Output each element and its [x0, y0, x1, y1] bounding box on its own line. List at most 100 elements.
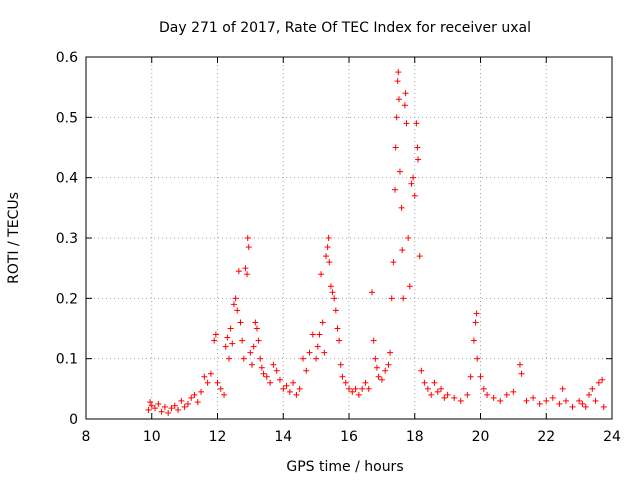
- data-point: [234, 307, 241, 314]
- data-point: [536, 400, 543, 407]
- data-point: [270, 361, 277, 368]
- data-point: [403, 120, 410, 127]
- data-point: [324, 244, 331, 251]
- data-point: [145, 406, 152, 413]
- data-point: [472, 319, 479, 326]
- data-point: [441, 394, 448, 401]
- data-point: [390, 259, 397, 266]
- data-point: [375, 373, 382, 380]
- data-point: [444, 391, 451, 398]
- data-point: [382, 367, 389, 374]
- y-tick-label: 0: [69, 412, 78, 428]
- data-point: [398, 204, 405, 211]
- x-tick-label: 18: [406, 429, 424, 445]
- data-point: [161, 403, 168, 410]
- data-point: [421, 379, 428, 386]
- data-point: [147, 399, 154, 406]
- data-point: [314, 343, 321, 350]
- data-point: [451, 394, 458, 401]
- data-point: [474, 355, 481, 362]
- data-point: [152, 405, 159, 412]
- data-point: [283, 382, 290, 389]
- data-point: [336, 337, 343, 344]
- x-tick-label: 20: [472, 429, 490, 445]
- data-point: [201, 373, 208, 380]
- data-point: [227, 325, 234, 332]
- data-point: [400, 295, 407, 302]
- data-point: [188, 394, 195, 401]
- data-point: [224, 334, 231, 341]
- data-point: [329, 289, 336, 296]
- y-tick-label: 0.6: [56, 50, 78, 66]
- data-point: [260, 370, 267, 377]
- y-tick-label: 0.3: [56, 231, 78, 247]
- data-point: [303, 367, 310, 374]
- data-point: [418, 367, 425, 374]
- data-point: [331, 295, 338, 302]
- data-point: [424, 385, 431, 392]
- data-point: [171, 402, 178, 409]
- y-tick-label: 0.5: [56, 110, 78, 126]
- data-point: [204, 379, 211, 386]
- data-point: [434, 388, 441, 395]
- data-point: [595, 379, 602, 386]
- data-point: [332, 307, 339, 314]
- data-point: [582, 403, 589, 410]
- x-tick-label: 12: [209, 429, 227, 445]
- data-point: [198, 388, 205, 395]
- data-point: [480, 385, 487, 392]
- data-point: [359, 385, 366, 392]
- data-point: [222, 343, 229, 350]
- chart-title: Day 271 of 2017, Rate Of TEC Index for r…: [159, 20, 531, 36]
- data-point: [235, 268, 242, 275]
- data-point: [263, 373, 270, 380]
- x-tick-label: 22: [537, 429, 555, 445]
- data-point: [337, 361, 344, 368]
- data-point: [523, 397, 530, 404]
- data-point: [318, 271, 325, 278]
- data-point: [410, 174, 417, 181]
- data-point: [365, 385, 372, 392]
- data-point: [387, 349, 394, 356]
- data-point: [230, 301, 237, 308]
- data-point: [362, 379, 369, 386]
- data-points: [145, 69, 607, 416]
- data-point: [339, 373, 346, 380]
- x-tick-label: 16: [340, 429, 358, 445]
- data-point: [399, 247, 406, 254]
- data-point: [405, 235, 412, 241]
- data-point: [309, 331, 316, 338]
- data-point: [438, 385, 445, 392]
- data-point: [346, 385, 352, 392]
- data-point: [510, 388, 517, 395]
- x-tick-label: 14: [274, 429, 292, 445]
- data-point: [257, 355, 264, 362]
- data-point: [232, 295, 239, 302]
- data-point: [273, 367, 280, 374]
- data-point: [249, 361, 256, 368]
- data-point: [299, 355, 306, 362]
- data-point: [191, 391, 198, 398]
- data-point: [530, 394, 537, 401]
- data-point: [181, 403, 188, 410]
- data-point: [253, 325, 260, 332]
- data-point: [576, 397, 583, 404]
- data-point: [175, 406, 182, 413]
- data-point: [484, 391, 491, 398]
- axis-ticks: 8 10 12 14 16 18 20 22 24 0 0.1 0.2 0.3 0.4 0.5 0.6: [56, 50, 621, 445]
- data-point: [168, 405, 175, 412]
- data-point: [194, 399, 201, 406]
- data-point: [589, 385, 596, 392]
- data-point: [244, 271, 251, 278]
- data-point: [473, 310, 480, 317]
- data-point: [342, 379, 349, 386]
- data-point: [503, 391, 510, 398]
- x-axis-label: GPS time / hours: [286, 459, 403, 475]
- data-point: [334, 325, 341, 332]
- data-point: [321, 349, 328, 356]
- y-tick-label: 0.2: [56, 291, 78, 307]
- data-point: [415, 156, 422, 163]
- data-point: [393, 114, 400, 121]
- data-point: [467, 373, 474, 380]
